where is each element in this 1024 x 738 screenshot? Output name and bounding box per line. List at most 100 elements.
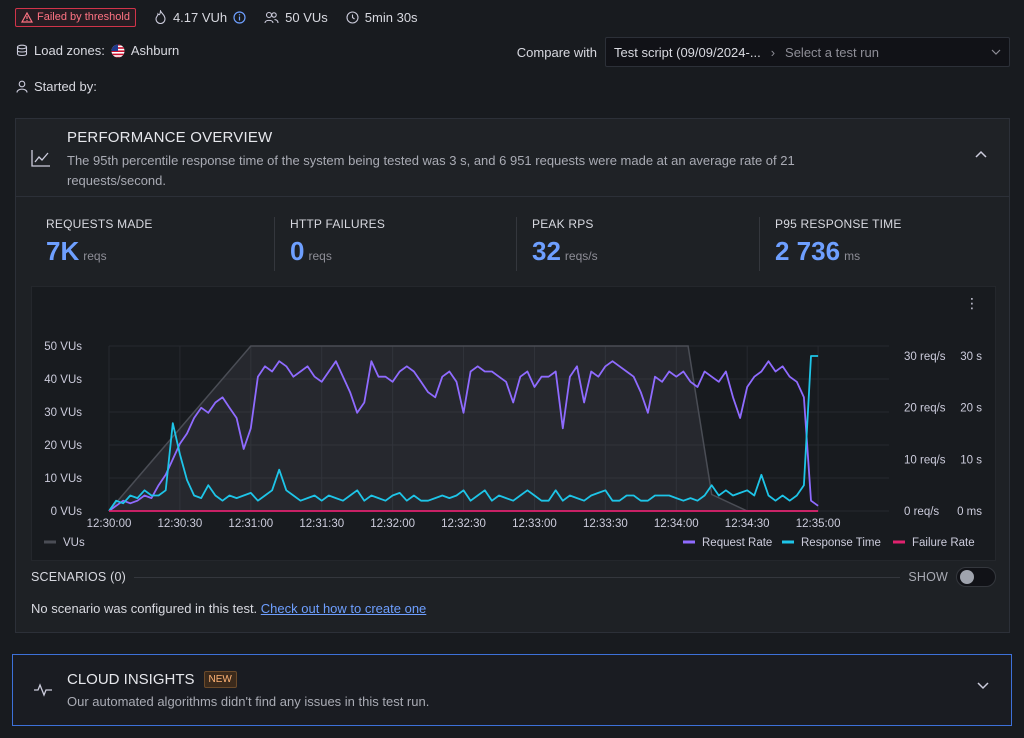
load-zone-name: Ashburn (130, 43, 180, 58)
users-icon (264, 11, 279, 23)
stat-unit: reqs (83, 249, 107, 263)
started-by-row: Started by: (16, 79, 97, 94)
us-flag-icon (111, 44, 125, 57)
scenarios-show-toggle[interactable] (956, 567, 996, 587)
y-tick-label-left: 20 VUs (44, 440, 82, 452)
run-summary-bar: Failed by threshold 4.17 VUh 50 VUs 5min… (15, 7, 418, 27)
compare-select[interactable]: Test script (09/09/2024-... › Select a t… (605, 37, 1010, 67)
info-icon[interactable] (233, 10, 246, 24)
stat-unit: reqs/s (564, 249, 598, 263)
y-tick-label-right-time: 30 s (960, 351, 982, 363)
stat-value: 0 (290, 236, 305, 266)
new-badge: NEW (203, 671, 237, 688)
cloud-insights-description: Our automated algorithms didn't find any… (67, 694, 430, 709)
vus-value: 50 VUs (285, 9, 328, 25)
x-tick-label: 12:33:00 (512, 518, 557, 530)
started-by-label: Started by: (34, 79, 97, 94)
stat-value: 7K (46, 236, 80, 266)
legend-label-response-time: Response Time (801, 537, 881, 549)
x-tick-label: 12:34:30 (725, 518, 770, 530)
y-tick-label-left: 0 VUs (51, 506, 83, 518)
y-tick-label-right-rate: 20 req/s (904, 403, 946, 415)
performance-overview-header[interactable]: PERFORMANCE OVERVIEW The 95th percentile… (16, 119, 1009, 197)
stat-label: PEAK RPS (532, 217, 594, 231)
x-tick-label: 12:31:30 (299, 518, 344, 530)
activity-icon (34, 683, 52, 697)
cloud-insights-panel[interactable]: CLOUD INSIGHTS NEW Our automated algorit… (12, 654, 1012, 726)
user-icon (16, 80, 28, 93)
chevron-up-icon[interactable] (975, 150, 987, 158)
line-chart-icon (31, 150, 50, 167)
x-tick-label: 12:33:30 (583, 518, 628, 530)
toggle-knob (960, 570, 974, 584)
y-tick-label-right-rate: 0 req/s (904, 506, 939, 518)
vus-meta: 50 VUs (264, 10, 328, 25)
failed-threshold-label: Failed by threshold (37, 11, 130, 23)
stat-unit: ms (844, 249, 861, 263)
stat-peak-rps: PEAK RPS 32 reqs/s (516, 217, 758, 271)
cloud-insights-title: CLOUD INSIGHTS (67, 671, 195, 688)
kebab-menu-icon[interactable]: ⋮ (965, 295, 979, 311)
y-tick-label-left: 10 VUs (44, 473, 82, 485)
warning-icon (21, 11, 33, 23)
x-tick-label: 12:35:00 (796, 518, 841, 530)
response-time-line (108, 355, 819, 512)
compare-selected-run[interactable]: Test script (09/09/2024-... (614, 44, 761, 60)
x-tick-label: 12:30:00 (87, 518, 132, 530)
stat-label: REQUESTS MADE (46, 217, 153, 231)
legend-label-request-rate: Request Rate (702, 537, 772, 549)
no-scenario-message: No scenario was configured in this test.… (31, 601, 426, 616)
x-tick-label: 12:32:00 (370, 518, 415, 530)
compare-placeholder[interactable]: Select a test run (785, 44, 879, 60)
x-tick-label: 12:30:30 (158, 518, 203, 530)
x-tick-label: 12:32:30 (441, 518, 486, 530)
compare-control: Compare with Test script (09/09/2024-...… (517, 37, 1010, 67)
performance-overview-title: PERFORMANCE OVERVIEW (67, 129, 273, 146)
performance-overview-description: The 95th percentile response time of the… (67, 153, 795, 188)
chevron-down-icon[interactable] (977, 682, 989, 690)
database-icon (16, 44, 28, 57)
stat-p95-response-time: P95 RESPONSE TIME 2 736 ms (759, 217, 999, 271)
flame-icon (155, 10, 166, 24)
scenarios-divider (133, 576, 901, 578)
request-rate-line (108, 360, 819, 512)
y-tick-label-left: 40 VUs (44, 374, 82, 386)
y-tick-label-right-time: 0 ms (957, 506, 982, 518)
create-scenario-link[interactable]: Check out how to create one (260, 601, 427, 616)
no-scenario-text: No scenario was configured in this test. (31, 601, 258, 616)
show-label: SHOW (908, 570, 948, 584)
x-tick-label: 12:34:00 (654, 518, 699, 530)
compare-label: Compare with (516, 44, 597, 60)
vuh-meta: 4.17 VUh (154, 10, 246, 25)
performance-chart[interactable]: ⋮ 0 VUs 10 VUs 20 VUs 30 VUs 40 VUs 50 VUs 12:… (31, 286, 996, 561)
load-zones-label: Load zones: (34, 43, 105, 58)
y-tick-label-left: 50 VUs (44, 341, 82, 353)
clock-icon (346, 10, 359, 24)
x-tick-label: 12:31:00 (228, 518, 273, 530)
chart-svg: 0 VUs 10 VUs 20 VUs 30 VUs 40 VUs 50 VUs 12:30… (44, 341, 982, 549)
vus-area (109, 346, 819, 511)
stat-http-failures: HTTP FAILURES 0 reqs (274, 217, 516, 271)
stat-label: P95 RESPONSE TIME (775, 217, 902, 231)
chevron-down-icon[interactable] (991, 49, 1001, 55)
stat-value: 2 736 (775, 236, 841, 266)
y-tick-label-right-rate: 30 req/s (904, 351, 946, 363)
performance-overview-panel: PERFORMANCE OVERVIEW The 95th percentile… (15, 118, 1010, 633)
y-tick-label-right-time: 10 s (960, 454, 982, 466)
load-zones-row: Load zones: Ashburn (16, 43, 179, 58)
chevron-right-icon: › (770, 44, 776, 60)
vuh-value: 4.17 VUh (172, 9, 228, 25)
legend-label-failure-rate: Failure Rate (912, 537, 975, 549)
legend-label-vus: VUs (63, 537, 85, 549)
duration-meta: 5min 30s (346, 10, 418, 25)
cloud-insights-heading: CLOUD INSIGHTS NEW (67, 671, 237, 688)
scenarios-header: SCENARIOS (0) SHOW (31, 567, 996, 587)
stats-row: REQUESTS MADE 7K reqs HTTP FAILURES 0 reqs… (16, 217, 1011, 271)
stat-label: HTTP FAILURES (290, 217, 386, 231)
failed-threshold-badge[interactable]: Failed by threshold (15, 7, 136, 27)
y-tick-label-left: 30 VUs (44, 407, 82, 419)
stat-value: 32 (532, 236, 561, 266)
y-tick-label-right-time: 20 s (960, 403, 982, 415)
scenarios-title: SCENARIOS (0) (31, 570, 126, 584)
y-tick-label-right-rate: 10 req/s (904, 454, 946, 466)
